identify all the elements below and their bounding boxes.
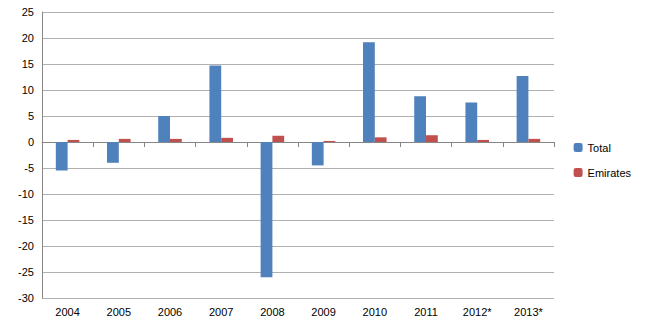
svg-text:5: 5 <box>28 110 34 122</box>
svg-text:2010: 2010 <box>363 306 387 318</box>
svg-text:2011: 2011 <box>414 306 438 318</box>
svg-text:2005: 2005 <box>107 306 131 318</box>
svg-text:10: 10 <box>22 84 34 96</box>
svg-text:-30: -30 <box>18 292 34 304</box>
svg-text:0: 0 <box>28 136 34 148</box>
svg-text:2007: 2007 <box>209 306 233 318</box>
svg-text:-25: -25 <box>18 266 34 278</box>
svg-text:-5: -5 <box>24 162 34 174</box>
svg-text:-10: -10 <box>18 188 34 200</box>
svg-text:Emirates: Emirates <box>588 167 632 179</box>
svg-text:20: 20 <box>22 32 34 44</box>
svg-text:15: 15 <box>22 58 34 70</box>
svg-text:2008: 2008 <box>260 306 284 318</box>
svg-text:2009: 2009 <box>311 306 335 318</box>
svg-text:2012*: 2012* <box>463 306 492 318</box>
svg-text:2006: 2006 <box>158 306 182 318</box>
svg-text:2004: 2004 <box>55 306 79 318</box>
svg-text:Total: Total <box>588 142 611 154</box>
svg-text:-20: -20 <box>18 240 34 252</box>
svg-text:-15: -15 <box>18 214 34 226</box>
svg-text:2013*: 2013* <box>514 306 543 318</box>
svg-text:25: 25 <box>22 6 34 18</box>
